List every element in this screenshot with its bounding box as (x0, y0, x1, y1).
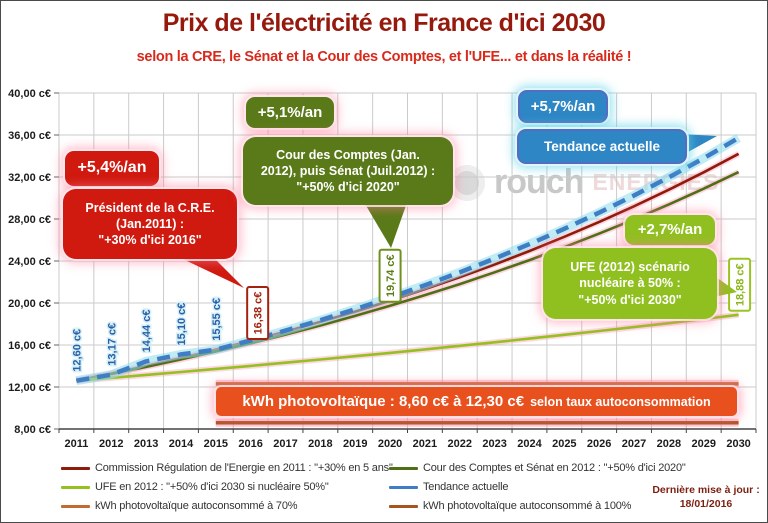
svg-text:12,00 c€: 12,00 c€ (8, 382, 51, 394)
svg-text:15,10 c€: 15,10 c€ (176, 303, 188, 346)
ufe-main-line: UFE (2012) scénario (570, 260, 690, 275)
svg-text:2015: 2015 (204, 438, 228, 450)
svg-text:16,38 c€: 16,38 c€ (253, 292, 265, 335)
pv-banner-main: kWh photovoltaïque : 8,60 c€ à 12,30 c€ (242, 393, 525, 410)
svg-text:40,00 c€: 40,00 c€ (8, 88, 51, 100)
legend-label: Tendance actuelle (423, 481, 509, 493)
svg-text:2021: 2021 (413, 438, 437, 450)
cour-main-callout: Cour des Comptes (Jan. 2012), puis Sénat… (243, 137, 453, 205)
svg-text:2014: 2014 (169, 438, 194, 450)
legend-swatch-cre (61, 466, 90, 470)
legend-swatch-ufe (61, 485, 90, 489)
legend-swatch-tendance (389, 485, 418, 489)
svg-text:15,55 c€: 15,55 c€ (211, 298, 223, 341)
svg-text:2019: 2019 (343, 438, 367, 450)
legend-label: UFE en 2012 : "+50% d'ici 2030 si nucléa… (95, 481, 329, 493)
svg-text:36,00 c€: 36,00 c€ (8, 130, 51, 142)
page-subtitle: selon la CRE, le Sénat et la Cour des Co… (136, 49, 632, 65)
legend-label: Cour des Comptes et Sénat en 2012 : "+50… (423, 462, 686, 474)
series-tendance (75, 134, 741, 386)
tendance-callout-tail (679, 134, 717, 157)
svg-text:2024: 2024 (517, 438, 542, 450)
svg-text:2020: 2020 (378, 438, 402, 450)
x-axis-labels: 2011 2012 2013 2014 2015 2016 2017 2018 2019 2020… (64, 438, 750, 450)
legend-label: Commission Régulation de l'Energie en 20… (95, 462, 393, 474)
svg-text:12,60 c€: 12,60 c€ (71, 329, 83, 372)
svg-text:2013: 2013 (134, 438, 158, 450)
svg-text:14,44 c€: 14,44 c€ (141, 310, 153, 353)
cour-rate-callout: +5,1%/an (246, 97, 334, 128)
svg-text:2028: 2028 (657, 438, 681, 450)
svg-text:13,17 c€: 13,17 c€ (106, 323, 118, 366)
watermark-logo-icon (449, 164, 485, 201)
cour-main-line: "+50% d'ici 2020" (296, 180, 400, 195)
legend-swatch-pv100 (389, 504, 418, 508)
ufe-rate-label: +2,7%/an (637, 221, 703, 239)
cour-callout-tail (361, 197, 409, 248)
ufe-main-line: nucléaire à 50% : (579, 276, 681, 291)
cour-main-line: 2012), puis Sénat (Juil.2012) : (260, 163, 436, 178)
page-title: Prix de l'électricité en France d'ici 20… (162, 9, 606, 37)
legend-item-pv100: kWh photovoltaïque autoconsommé à 100% (389, 500, 631, 512)
legend-item-ufe: UFE en 2012 : "+50% d'ici 2030 si nucléa… (61, 481, 329, 493)
cour-main-line: Cour des Comptes (Jan. (276, 147, 420, 162)
series-ufe (76, 311, 739, 384)
watermark-brand: rouch (494, 163, 584, 201)
svg-text:8,00 c€: 8,00 c€ (14, 424, 51, 436)
svg-text:2026: 2026 (587, 438, 611, 450)
svg-text:19,74 c€: 19,74 c€ (385, 254, 397, 297)
last-update-note: Dernière mise à jour : 18/01/2016 (645, 483, 767, 511)
last-update-line: Dernière mise à jour : (652, 484, 760, 496)
svg-text:2030: 2030 (726, 438, 750, 450)
cre-rate-callout: +5,4%/an (65, 151, 159, 186)
last-update-date: 18/01/2016 (679, 498, 733, 511)
ufe-rate-callout: +2,7%/an (625, 215, 715, 245)
svg-text:2016: 2016 (238, 438, 262, 450)
ufe-main-callout: UFE (2012) scénario nucléaire à 50% : "+… (543, 248, 717, 319)
svg-text:2011: 2011 (64, 438, 88, 450)
svg-text:24,00 c€: 24,00 c€ (8, 256, 51, 268)
tendance-rate-label: +5,7%/an (530, 97, 596, 115)
svg-text:18,88 c€: 18,88 c€ (735, 263, 747, 306)
legend-swatch-cour (389, 466, 418, 470)
cre-main-line: Président de la C.R.E. (85, 200, 215, 215)
svg-text:2029: 2029 (691, 438, 715, 450)
legend-item-pv70: kWh photovoltaïque autoconsommé à 70% (61, 500, 298, 512)
svg-text:2027: 2027 (622, 438, 646, 450)
pv-banner-suffix: selon taux autoconsommation (530, 394, 711, 409)
legend-item-cre: Commission Régulation de l'Energie en 20… (61, 462, 393, 474)
svg-text:2023: 2023 (482, 438, 506, 450)
cour-rate-label: +5,1%/an (257, 103, 323, 121)
legend-label: kWh photovoltaïque autoconsommé à 100% (423, 500, 632, 512)
legend-item-tendance: Tendance actuelle (389, 481, 508, 493)
svg-text:2018: 2018 (308, 438, 332, 450)
svg-text:2025: 2025 (552, 438, 576, 450)
ufe-main-line: "+50% d'ici 2030" (578, 292, 682, 307)
svg-text:2022: 2022 (448, 438, 472, 450)
svg-text:2017: 2017 (273, 438, 297, 450)
tendance-main-callout: Tendance actuelle (517, 129, 687, 164)
axes: 8,00 c€ 12,00 c€ 16,00 c€ 20,00 c€ 24,00 c€ 2… (8, 88, 757, 436)
svg-text:2012: 2012 (99, 438, 123, 450)
cre-rate-label: +5,4%/an (77, 159, 147, 177)
point-labels: 12,60 c€ 13,17 c€ 14,44 c€ 15,10 c€ 15,55 c€… (70, 248, 752, 373)
pv-price-banner: kWh photovoltaïque : 8,60 c€ à 12,30 c€ … (216, 387, 737, 416)
svg-text:16,00 c€: 16,00 c€ (8, 340, 51, 352)
tendance-main-label: Tendance actuelle (543, 138, 661, 154)
legend-swatch-pv70 (61, 504, 90, 508)
legend-label: kWh photovoltaïque autoconsommé à 70% (95, 500, 298, 512)
svg-text:32,00 c€: 32,00 c€ (8, 172, 51, 184)
cre-main-line: "+30% d'ici 2016" (98, 233, 202, 248)
cre-main-callout: Président de la C.R.E. (Jan.2011) : "+30… (63, 189, 237, 259)
svg-text:28,00 c€: 28,00 c€ (8, 214, 51, 226)
cre-main-line: (Jan.2011) : (115, 216, 185, 231)
tendance-rate-callout: +5,7%/an (518, 90, 608, 123)
legend-item-cour: Cour des Comptes et Sénat en 2012 : "+50… (389, 462, 686, 474)
svg-text:20,00 c€: 20,00 c€ (8, 298, 51, 310)
